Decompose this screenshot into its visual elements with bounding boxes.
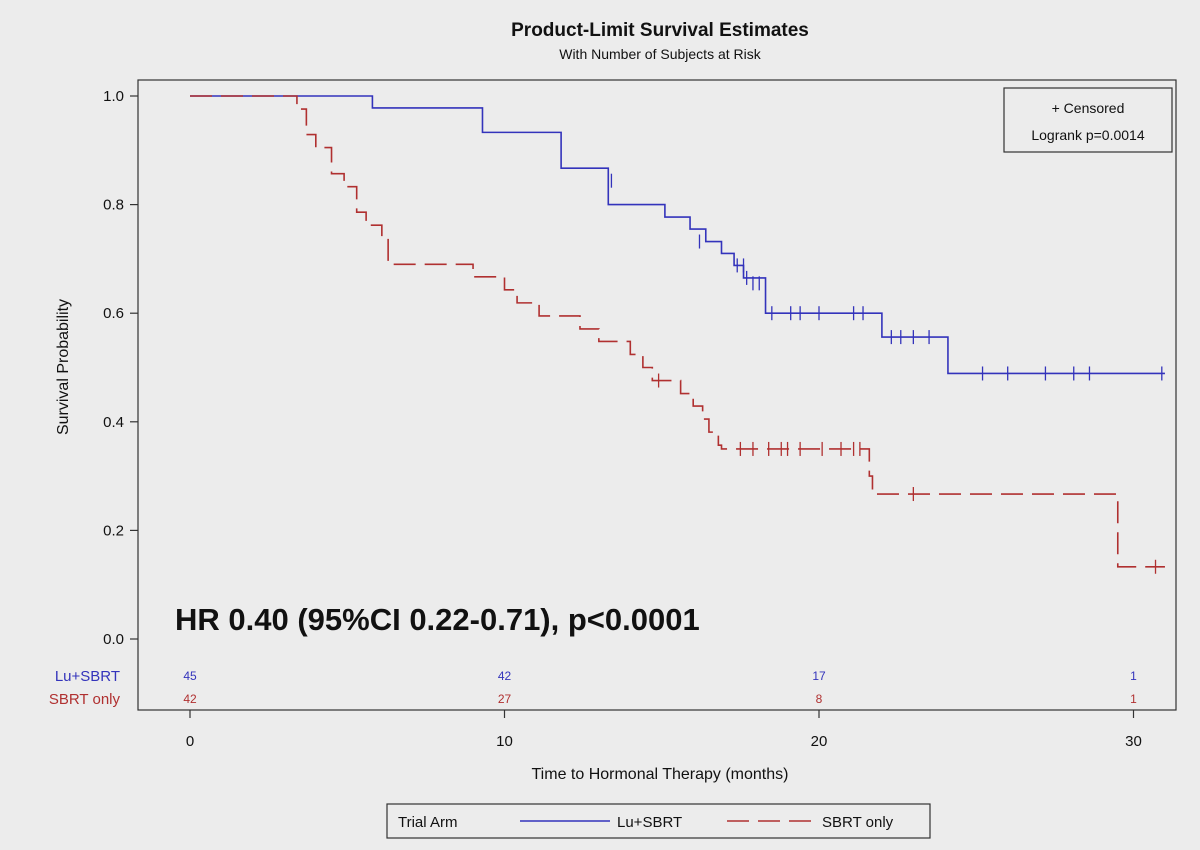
chart-subtitle: With Number of Subjects at Risk (559, 46, 762, 62)
bottom-legend: Trial Arm Lu+SBRT SBRT only (386, 803, 931, 839)
at-risk-value: 42 (498, 669, 512, 683)
at-risk-table: Lu+SBRT SBRT only 45 42 17 1 42 27 8 1 (49, 668, 1137, 708)
hazard-ratio-annotation: HR 0.40 (95%CI 0.22-0.71), p<0.0001 (175, 602, 700, 637)
censored-note: + Censored (1052, 100, 1125, 116)
x-tick-label: 0 (186, 733, 194, 750)
at-risk-value: 8 (816, 692, 823, 706)
legend-frame (386, 803, 931, 839)
chart-title: Product-Limit Survival Estimates (511, 20, 809, 41)
x-tick-label: 30 (1125, 733, 1142, 750)
x-axis-title: Time to Hormonal Therapy (months) (532, 766, 789, 783)
legend-title: Trial Arm (398, 814, 457, 831)
curve-sbrt-only (190, 95, 1165, 568)
y-tick-label: 0.2 (103, 522, 124, 539)
inset-legend: + Censored Logrank p=0.0014 (1003, 87, 1173, 153)
at-risk-label-sbrt-only: SBRT only (49, 691, 121, 708)
at-risk-label-lu-sbrt: Lu+SBRT (55, 668, 120, 685)
y-axis-title: Survival Probability (55, 299, 72, 435)
at-risk-value: 1 (1130, 692, 1137, 706)
at-risk-value: 27 (498, 692, 512, 706)
legend-entry-lu-sbrt: Lu+SBRT (617, 814, 682, 831)
y-tick-label: 0.6 (103, 305, 124, 322)
y-tick-label: 0.8 (103, 197, 124, 214)
y-tick-label: 0.4 (103, 414, 124, 431)
y-tick-label: 0.0 (103, 631, 124, 648)
x-tick-label: 10 (496, 733, 513, 750)
at-risk-value: 45 (183, 669, 197, 683)
logrank-note: Logrank p=0.0014 (1031, 127, 1144, 143)
survival-curves (190, 95, 1165, 568)
legend-entry-sbrt-only: SBRT only (822, 814, 894, 831)
at-risk-value: 42 (183, 692, 197, 706)
y-axis: 0.0 0.2 0.4 0.6 0.8 1.0 (103, 88, 138, 648)
x-axis: 0 10 20 30 (186, 710, 1142, 750)
plot-frame (137, 79, 1177, 711)
x-tick-label: 20 (811, 733, 828, 750)
at-risk-value: 17 (812, 669, 826, 683)
y-tick-label: 1.0 (103, 88, 124, 105)
at-risk-value: 1 (1130, 669, 1137, 683)
censor-marks (610, 173, 1163, 574)
curve-lu-sbrt (190, 95, 1165, 375)
